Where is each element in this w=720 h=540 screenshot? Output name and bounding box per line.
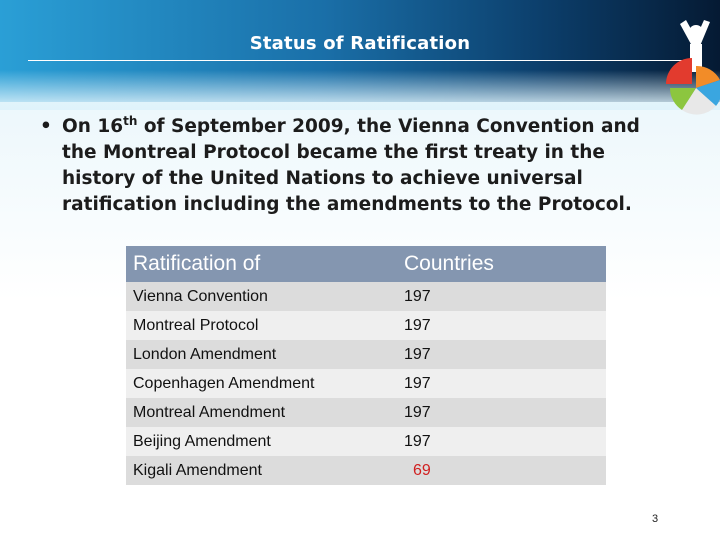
logo-body [690,44,702,72]
table-row: Copenhagen Amendment 197 [126,369,606,398]
treaty-name: Copenhagen Amendment [126,369,397,398]
table-row: Kigali Amendment 69 [126,456,606,485]
table-row: London Amendment 197 [126,340,606,369]
country-count: 197 [397,282,606,311]
logo-pie-slice-blue [696,80,720,106]
country-count: 197 [397,369,606,398]
logo-pie-slice-red [666,58,692,84]
treaty-name: London Amendment [126,340,397,369]
header-ratification-of: Ratification of [126,246,397,282]
header-glow [0,70,720,110]
logo-pie-slice-orange [696,65,720,88]
table-row: Beijing Amendment 197 [126,427,606,456]
country-count: 197 [397,340,606,369]
country-count-highlighted: 69 [397,456,606,485]
country-count: 197 [397,427,606,456]
country-count: 197 [397,398,606,427]
bullet-text-start: On 16 [62,116,124,137]
bullet-superscript: th [123,113,138,128]
bullet-text-rest: of September 2009, the Vienna Convention… [62,116,640,215]
bullet-point: • On 16th of September 2009, the Vienna … [40,114,680,218]
logo-arms [680,20,710,46]
treaty-name: Montreal Protocol [126,311,397,340]
logo-pie-slice-green [669,88,696,110]
bullet-marker: • [40,116,52,137]
title-underline [28,60,688,61]
table-row: Vienna Convention 197 [126,282,606,311]
pie-chart-person-logo-icon [666,20,720,115]
slide-title: Status of Ratification [249,33,471,54]
header-countries: Countries [397,246,606,282]
treaty-name: Kigali Amendment [126,456,397,485]
bullet-text: On 16th of September 2009, the Vienna Co… [62,114,680,218]
treaty-name: Montreal Amendment [126,398,397,427]
page-number: 3 [652,513,659,525]
table-row: Montreal Amendment 197 [126,398,606,427]
logo-pie-slice-grey [682,88,716,115]
treaty-name: Beijing Amendment [126,427,397,456]
treaty-name: Vienna Convention [126,282,397,311]
table-header-row: Ratification of Countries [126,246,606,282]
country-count: 197 [397,311,606,340]
table-row: Montreal Protocol 197 [126,311,606,340]
ratification-table: Ratification of Countries Vienna Convent… [126,246,606,485]
